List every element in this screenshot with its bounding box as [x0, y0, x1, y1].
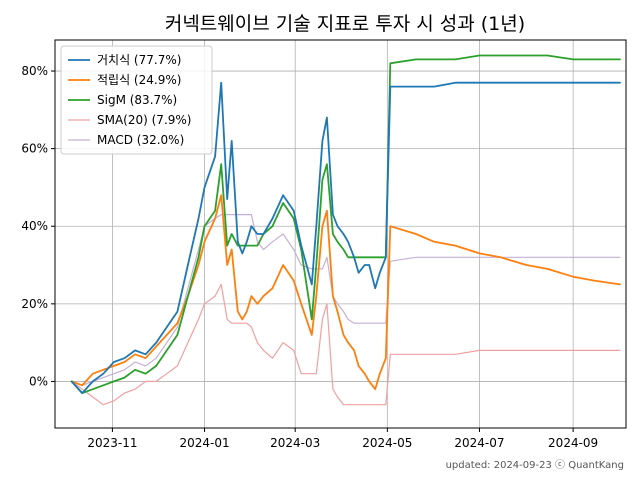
y-tick-label: 80% — [21, 64, 48, 78]
series-line-1 — [70, 194, 621, 391]
y-tick-label: 40% — [21, 219, 48, 233]
series-lines — [70, 54, 621, 406]
legend-box — [60, 45, 213, 155]
legend-label: SigM (83.7%) — [97, 93, 177, 107]
footer-credit: updated: 2024-09-23 ⓒ QuantKang — [446, 459, 624, 471]
series-line-3 — [70, 283, 621, 406]
plot-frame — [54, 39, 627, 429]
x-axis-ticks: 2023-11 2024-01 2024-03 2024-05 2024-07 2024-… — [87, 428, 598, 450]
series-line-2 — [70, 54, 621, 395]
legend-label: 거치식 (77.7%) — [97, 53, 181, 67]
legend: 거치식 (77.7%) 적립식 (24.9%) SigM (83.7%) SMA(20… — [60, 45, 213, 155]
x-tick-label: 2024-03 — [270, 436, 320, 450]
y-axis-ticks: 0% 20% 40% 60% 80% — [21, 64, 55, 388]
series-line-4 — [70, 214, 621, 386]
x-tick-label: 2023-11 — [87, 436, 137, 450]
y-tick-label: 20% — [21, 297, 48, 311]
legend-label: 적립식 (24.9%) — [97, 73, 181, 87]
chart-title: 커넥트웨이브 기술 지표로 투자 시 성과 (1년) — [165, 13, 525, 35]
series-line-0 — [70, 81, 621, 395]
legend-label: SMA(20) (7.9%) — [97, 113, 191, 127]
x-tick-label: 2024-01 — [179, 436, 229, 450]
y-tick-label: 0% — [29, 374, 48, 388]
y-tick-label: 60% — [21, 142, 48, 156]
x-tick-label: 2024-05 — [362, 436, 412, 450]
x-tick-label: 2024-09 — [548, 436, 598, 450]
x-tick-label: 2024-07 — [454, 436, 504, 450]
legend-label: MACD (32.0%) — [97, 133, 184, 147]
